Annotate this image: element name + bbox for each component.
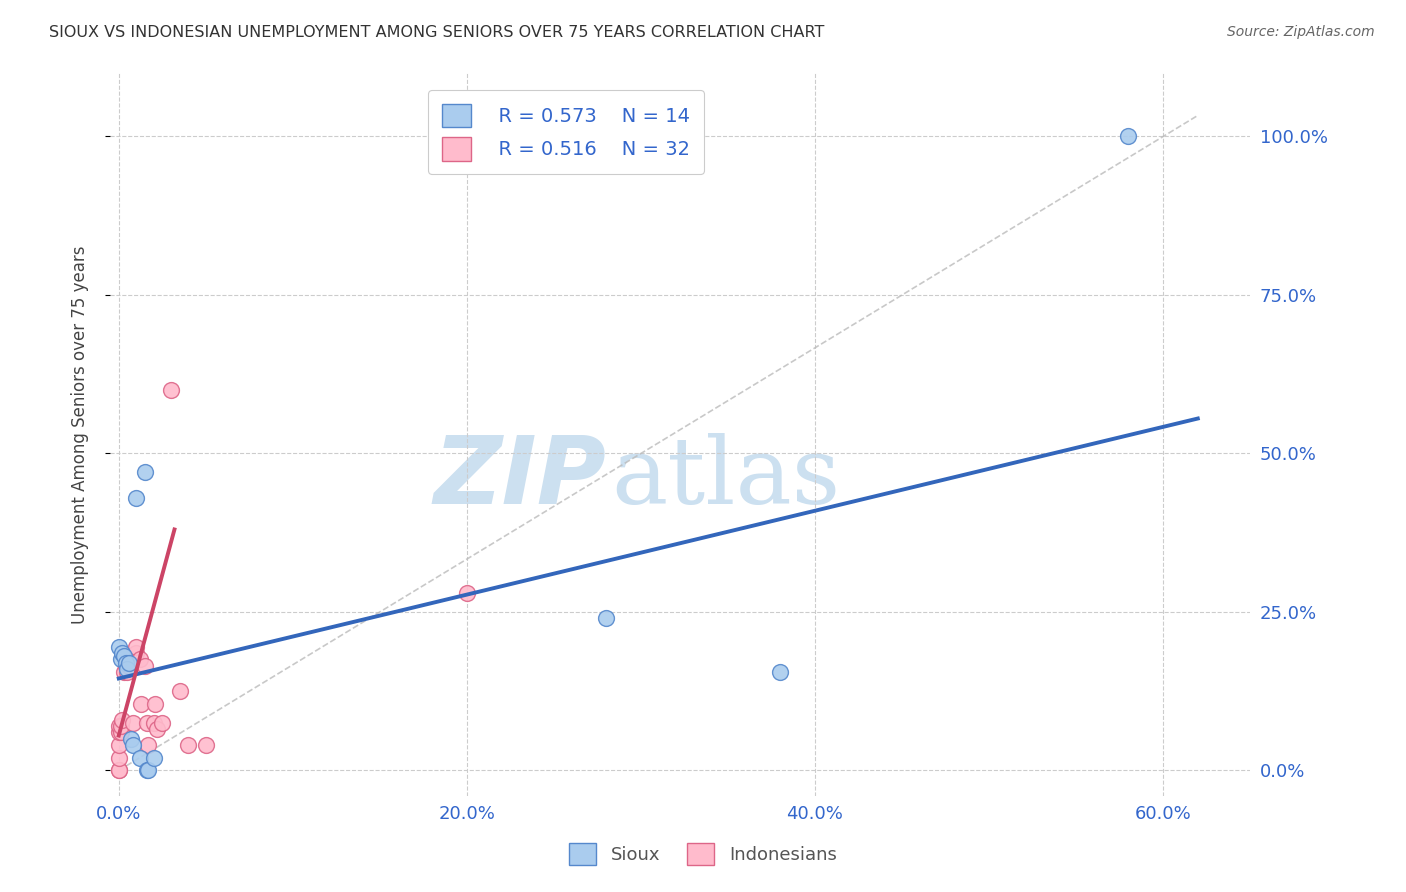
Point: [107, 725, 129, 739]
Point: [138, 764, 160, 778]
Point: [107, 719, 129, 733]
Point: [160, 383, 183, 397]
Point: [111, 646, 134, 660]
Point: [118, 658, 141, 673]
Legend:   R = 0.573    N = 14,   R = 0.516    N = 32: R = 0.573 N = 14, R = 0.516 N = 32: [427, 90, 704, 174]
Point: [125, 640, 148, 654]
Point: [769, 665, 792, 680]
Point: [135, 764, 157, 778]
Legend: Sioux, Indonesians: Sioux, Indonesians: [562, 836, 844, 872]
Point: [117, 665, 139, 680]
Point: [142, 750, 165, 764]
Point: [117, 652, 139, 666]
Point: [120, 731, 142, 746]
Point: [110, 725, 132, 739]
Point: [107, 738, 129, 752]
Point: [150, 715, 173, 730]
Point: [135, 715, 157, 730]
Point: [111, 713, 134, 727]
Point: [125, 491, 148, 505]
Point: [107, 640, 129, 654]
Point: [107, 764, 129, 778]
Text: Source: ZipAtlas.com: Source: ZipAtlas.com: [1227, 25, 1375, 39]
Point: [117, 662, 139, 676]
Point: [128, 652, 150, 666]
Point: [194, 738, 217, 752]
Point: [121, 715, 143, 730]
Point: [125, 646, 148, 660]
Point: [114, 656, 136, 670]
Point: [138, 738, 160, 752]
Point: [107, 764, 129, 778]
Point: [110, 652, 132, 666]
Point: [595, 611, 617, 625]
Point: [112, 665, 135, 680]
Point: [107, 750, 129, 764]
Point: [128, 750, 150, 764]
Point: [177, 738, 200, 752]
Text: ZIP: ZIP: [433, 432, 606, 524]
Point: [110, 719, 132, 733]
Point: [146, 722, 169, 736]
Point: [142, 715, 165, 730]
Point: [120, 652, 142, 666]
Point: [134, 658, 156, 673]
Point: [134, 466, 156, 480]
Point: [456, 586, 478, 600]
Point: [114, 658, 136, 673]
Y-axis label: Unemployment Among Seniors over 75 years: Unemployment Among Seniors over 75 years: [72, 245, 89, 624]
Text: atlas: atlas: [612, 433, 841, 523]
Point: [131, 697, 153, 711]
Point: [169, 684, 191, 698]
Point: [118, 656, 141, 670]
Point: [112, 649, 135, 664]
Point: [1116, 129, 1139, 144]
Text: SIOUX VS INDONESIAN UNEMPLOYMENT AMONG SENIORS OVER 75 YEARS CORRELATION CHART: SIOUX VS INDONESIAN UNEMPLOYMENT AMONG S…: [49, 25, 824, 40]
Point: [143, 697, 166, 711]
Point: [121, 738, 143, 752]
